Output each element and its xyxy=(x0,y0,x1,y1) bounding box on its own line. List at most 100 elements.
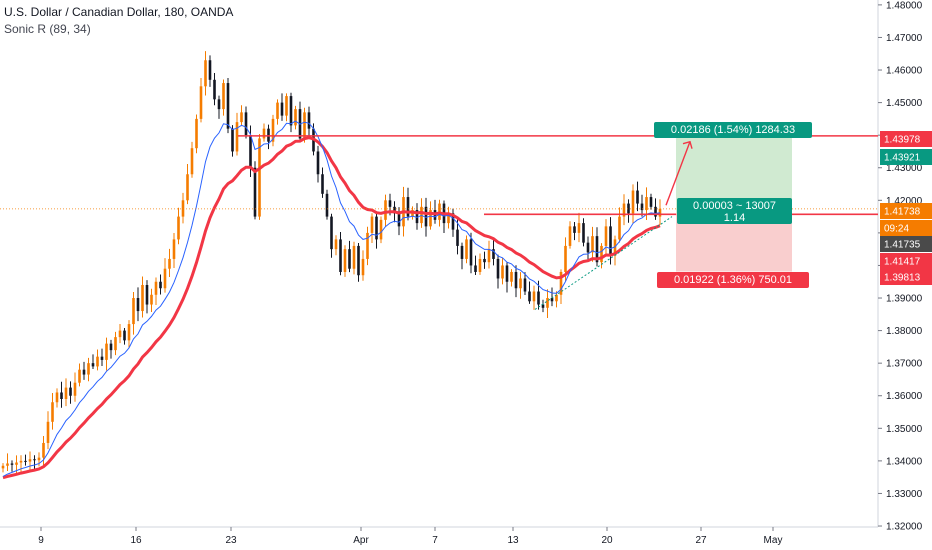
candle-body xyxy=(361,258,365,276)
stop-label xyxy=(657,272,809,288)
candle-body xyxy=(204,60,207,87)
candle-body xyxy=(262,128,266,139)
candle-body xyxy=(406,197,410,217)
candle-body xyxy=(339,239,342,272)
candle-body xyxy=(244,112,248,136)
candle-body xyxy=(217,99,221,110)
candle-body xyxy=(636,190,639,204)
y-tick-label: 1.39000 xyxy=(886,294,923,305)
candle-body xyxy=(249,135,252,168)
candle-body xyxy=(483,258,486,263)
candle-body xyxy=(231,128,234,152)
y-tick-label: 1.37000 xyxy=(886,359,923,370)
y-tick-label: 1.33000 xyxy=(886,489,923,500)
candle-body xyxy=(532,291,536,302)
candle-body xyxy=(609,226,612,256)
candle-body xyxy=(73,382,77,396)
candle-body xyxy=(294,109,297,126)
x-tick-label: 16 xyxy=(130,535,142,546)
price-badge xyxy=(880,220,932,236)
candle-body xyxy=(154,281,158,295)
candle-body xyxy=(208,60,212,80)
candle-body xyxy=(487,249,491,263)
candle-body xyxy=(595,236,599,263)
candle-body xyxy=(618,216,621,240)
candle-body xyxy=(357,245,360,276)
candle-body xyxy=(478,258,482,272)
candle-body xyxy=(82,369,86,375)
candle-body xyxy=(145,284,149,305)
x-tick-label: 7 xyxy=(432,535,438,546)
candle-body xyxy=(645,197,648,211)
candle-body xyxy=(514,271,518,289)
x-tick-label: 23 xyxy=(225,535,237,546)
position-info-label xyxy=(677,198,792,224)
candle-body xyxy=(235,122,239,152)
candle-body xyxy=(136,298,140,312)
y-tick-label: 1.45000 xyxy=(886,98,923,109)
candle-body xyxy=(627,203,630,214)
candle-body xyxy=(118,330,122,338)
price-badge-text: 1.41738 xyxy=(884,207,921,218)
candle-body xyxy=(46,421,50,443)
candle-body xyxy=(600,245,603,263)
candle-body xyxy=(177,216,180,240)
candle-body xyxy=(573,226,576,233)
candle-body xyxy=(334,239,338,250)
trend-line xyxy=(534,216,673,310)
y-tick-label: 1.34000 xyxy=(886,456,923,467)
candle-body xyxy=(577,223,581,233)
candle-body xyxy=(519,278,522,289)
candle-body xyxy=(213,79,216,100)
y-tick-label: 1.42000 xyxy=(886,196,923,207)
price-badge-text: 1.43921 xyxy=(884,153,921,164)
candle-body xyxy=(469,239,473,266)
candle-body xyxy=(424,206,428,227)
candle-body xyxy=(658,208,662,217)
candle-body xyxy=(37,457,41,461)
candle-body xyxy=(240,112,243,123)
candle-body xyxy=(492,249,495,259)
candle-body xyxy=(127,324,131,341)
candle-body xyxy=(276,102,279,119)
candle-body xyxy=(258,138,261,217)
candle-body xyxy=(105,343,108,360)
price-badge-text: 09:24 xyxy=(884,224,909,235)
candle-body xyxy=(474,265,477,272)
candle-body xyxy=(375,216,378,240)
candle-body xyxy=(348,249,351,269)
candle-body xyxy=(96,356,99,367)
candle-body xyxy=(28,459,32,462)
candle-body xyxy=(352,245,356,269)
candle-body xyxy=(186,174,189,201)
candle-body xyxy=(447,213,450,224)
candle-body xyxy=(397,213,401,227)
candle-body xyxy=(159,281,162,289)
candle-body xyxy=(559,271,563,295)
position-info-label-text: 1.14 xyxy=(724,212,745,224)
candle-body xyxy=(379,219,383,240)
candle-body xyxy=(24,460,27,462)
target-label xyxy=(654,122,812,138)
candle-body xyxy=(64,387,68,399)
candle-body xyxy=(523,278,527,292)
price-badge-text: 1.43978 xyxy=(884,135,921,146)
x-tick-label: 13 xyxy=(507,535,519,546)
candle-body xyxy=(226,83,230,129)
candle-body xyxy=(280,102,284,116)
candle-body xyxy=(168,258,171,269)
price-badge xyxy=(880,131,932,147)
y-tick-label: 1.46000 xyxy=(886,66,923,77)
y-tick-label: 1.38000 xyxy=(886,326,923,337)
candle-body xyxy=(568,226,572,246)
candle-body xyxy=(316,151,320,175)
candle-body xyxy=(69,387,72,396)
candle-body xyxy=(190,148,194,175)
price-badge xyxy=(880,253,932,269)
candle-body xyxy=(388,200,392,207)
candle-body xyxy=(510,271,513,282)
price-badge-text: 1.39813 xyxy=(884,273,921,284)
candle-body xyxy=(132,298,135,325)
candle-body xyxy=(253,167,257,217)
